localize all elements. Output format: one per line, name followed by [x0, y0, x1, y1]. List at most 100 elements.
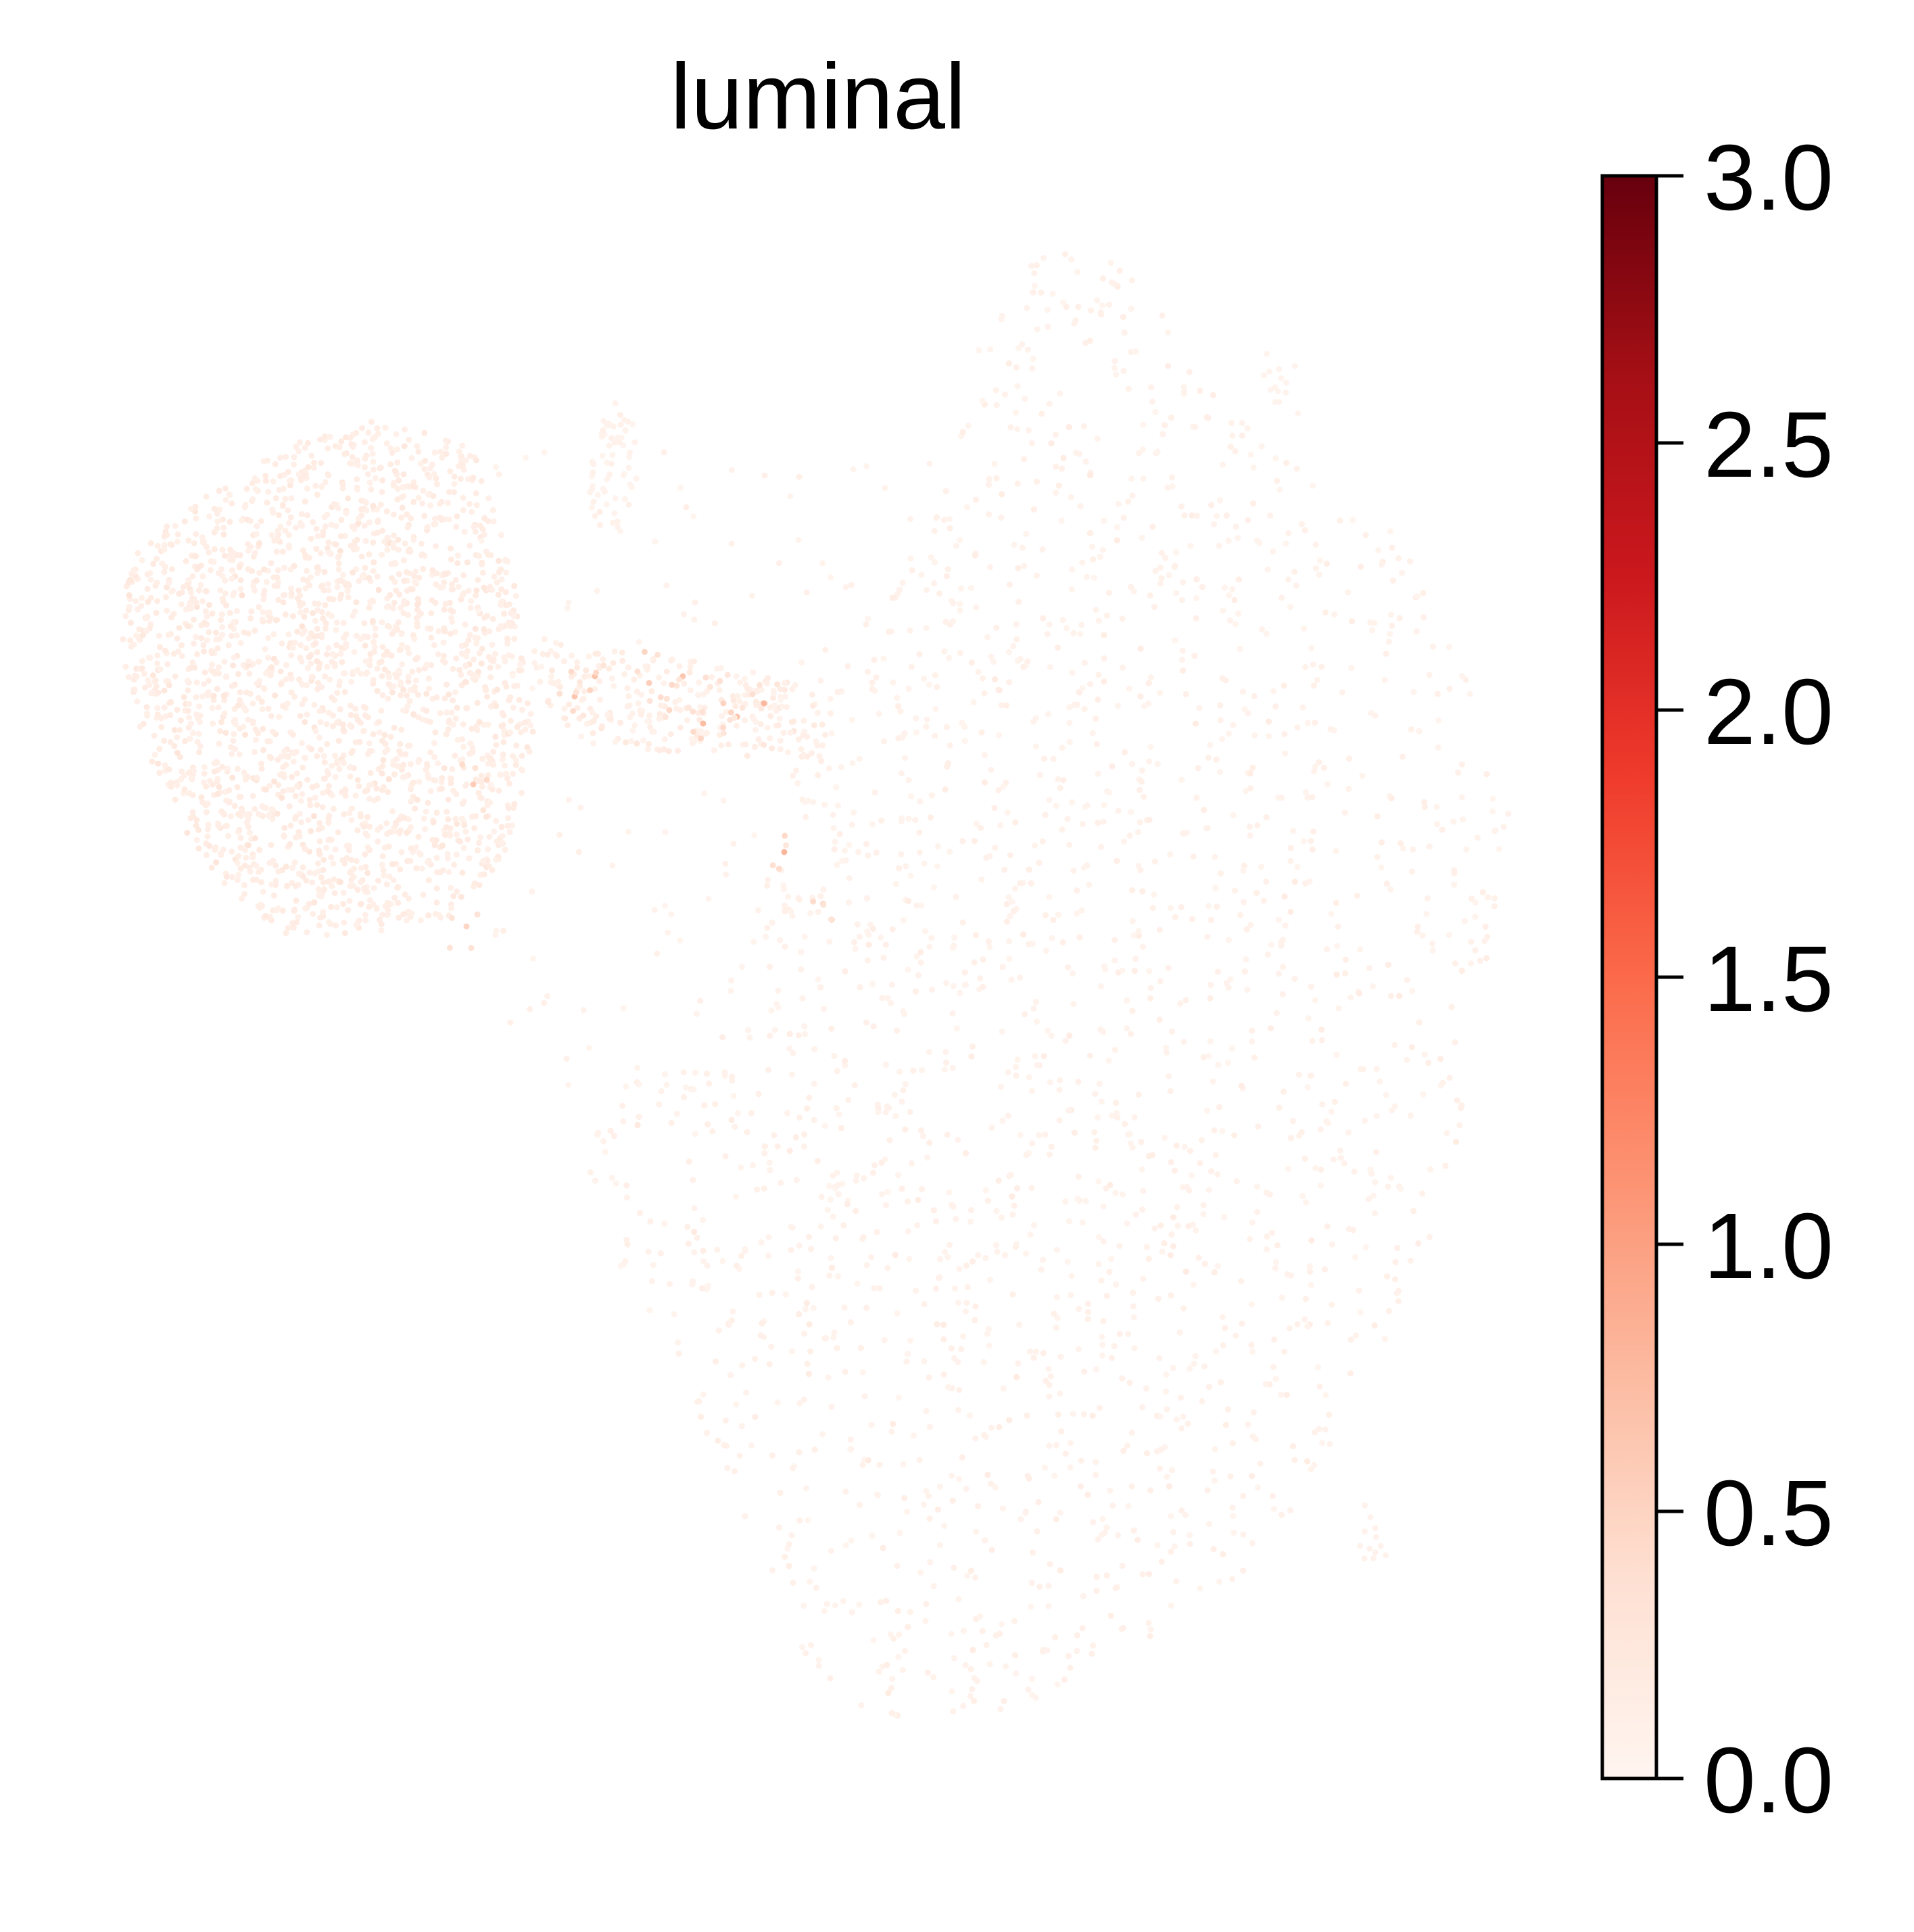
- scatter-point: [365, 471, 371, 477]
- scatter-point: [366, 897, 373, 903]
- scatter-point: [405, 678, 412, 685]
- scatter-point: [431, 449, 438, 456]
- scatter-point: [221, 697, 228, 703]
- scatter-point: [321, 886, 328, 893]
- scatter-point: [164, 607, 170, 614]
- scatter-point: [279, 548, 286, 555]
- scatter-point: [415, 833, 422, 840]
- scatter-point: [272, 495, 279, 502]
- scatter-point: [245, 566, 252, 573]
- scatter-point: [307, 802, 314, 809]
- scatter-point: [332, 846, 339, 853]
- scatter-point: [379, 738, 385, 744]
- scatter-point: [258, 879, 264, 885]
- scatter-point: [356, 738, 363, 745]
- scatter-point: [519, 753, 525, 759]
- scatter-point: [376, 718, 383, 725]
- scatter-point: [222, 496, 229, 503]
- scatter-point: [395, 619, 402, 626]
- scatter-point: [323, 651, 330, 658]
- scatter-point: [446, 489, 452, 495]
- scatter-point: [406, 483, 413, 490]
- scatter-point: [231, 731, 237, 738]
- scatter-point: [366, 795, 373, 802]
- scatter-point: [389, 605, 396, 612]
- scatter-point: [396, 914, 402, 921]
- scatter-point: [408, 515, 414, 522]
- scatter-point: [314, 658, 320, 665]
- scatter-point: [317, 436, 324, 443]
- scatter-point: [354, 827, 361, 834]
- scatter-point: [341, 860, 348, 867]
- scatter-point: [389, 450, 396, 456]
- scatter-point: [297, 642, 304, 649]
- scatter-point: [145, 598, 151, 605]
- scatter-point: [443, 444, 450, 451]
- scatter-point: [293, 919, 300, 926]
- scatter-point: [489, 615, 496, 622]
- scatter-point: [466, 452, 473, 459]
- scatter-point: [271, 778, 277, 785]
- scatter-point: [315, 868, 322, 875]
- scatter-point: [508, 717, 514, 724]
- scatter-point: [290, 613, 296, 619]
- scatter-point: [229, 774, 236, 781]
- scatter-point: [421, 466, 428, 472]
- scatter-point: [280, 599, 287, 606]
- scatter-point: [407, 824, 414, 830]
- scatter-point: [203, 493, 210, 500]
- scatter-point: [210, 559, 217, 565]
- scatter-point: [202, 802, 209, 809]
- scatter-point: [395, 899, 402, 906]
- scatter-point: [427, 788, 434, 795]
- scatter-point: [336, 578, 343, 584]
- scatter-point: [432, 520, 439, 527]
- scatter-point: [183, 558, 189, 565]
- scatter-point: [470, 474, 477, 481]
- scatter-point: [433, 481, 440, 488]
- scatter-point: [291, 563, 297, 569]
- scatter-point: [161, 687, 168, 694]
- scatter-point: [288, 477, 295, 484]
- scatter-point: [444, 709, 450, 716]
- scatter-point: [476, 882, 483, 889]
- scatter-point: [325, 837, 332, 843]
- scatter-point: [460, 590, 467, 596]
- scatter-point: [361, 885, 368, 892]
- scatter-point: [133, 632, 139, 639]
- scatter-point: [413, 865, 420, 872]
- scatter-point: [479, 783, 485, 790]
- scatter-point: [418, 865, 425, 872]
- scatter-point: [368, 486, 375, 493]
- scatter-point: [442, 438, 449, 444]
- scatter-point: [417, 851, 424, 858]
- scatter-point: [465, 588, 472, 594]
- scatter-point: [477, 834, 483, 841]
- scatter-point: [358, 506, 364, 513]
- scatter-point: [206, 629, 212, 636]
- scatter-point: [168, 699, 174, 705]
- scatter-point: [153, 609, 160, 616]
- scatter-point: [336, 765, 343, 772]
- scatter-point: [512, 757, 519, 763]
- scatter-point: [355, 520, 362, 527]
- scatter-point: [135, 606, 141, 613]
- scatter-point: [232, 745, 239, 752]
- scatter-point: [260, 596, 267, 603]
- scatter-point: [462, 782, 469, 789]
- scatter-point: [325, 472, 332, 479]
- scatter-point: [302, 696, 308, 703]
- scatter-point: [458, 642, 465, 649]
- scatter-point: [400, 774, 406, 780]
- scatter-point: [229, 683, 235, 690]
- scatter-point: [379, 853, 386, 859]
- scatter-point: [274, 527, 281, 534]
- scatter-point: [398, 726, 405, 733]
- scatter-point: [340, 889, 347, 896]
- scatter-point: [322, 673, 328, 680]
- scatter-point: [360, 634, 366, 641]
- scatter-point: [218, 617, 224, 623]
- scatter-point: [225, 832, 232, 839]
- scatter-point: [370, 638, 377, 645]
- scatter-point: [336, 682, 343, 689]
